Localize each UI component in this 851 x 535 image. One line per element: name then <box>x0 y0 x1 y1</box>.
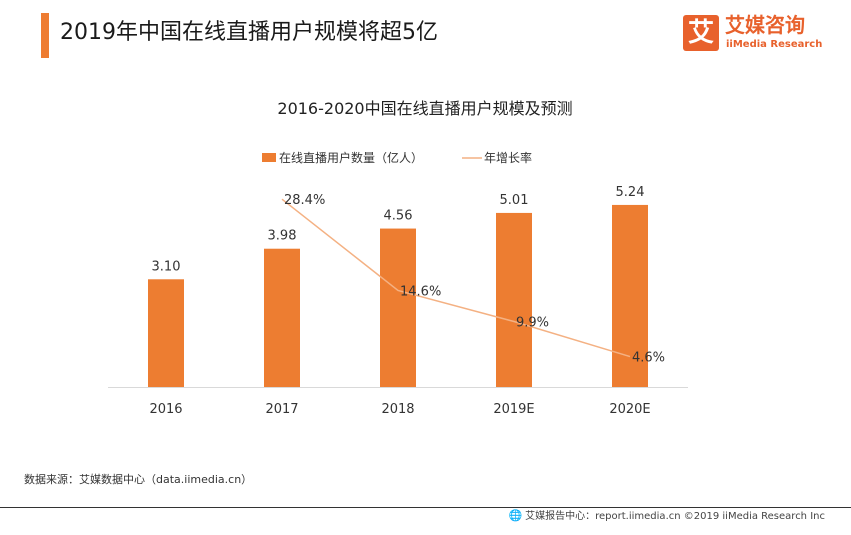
bar-label-2019E: 5.01 <box>500 193 529 208</box>
chart-title: 2016-2020中国在线直播用户规模及预测 <box>277 99 572 118</box>
growth-rate-line <box>281 198 631 358</box>
bar-label-2016: 3.10 <box>152 259 181 274</box>
data-source: 数据来源：艾媒数据中心（data.iimedia.cn） <box>24 473 253 486</box>
x-tick-label-2019E: 2019E <box>493 402 534 417</box>
legend-label-line: 年增长率 <box>484 150 532 165</box>
footer-divider <box>0 507 851 508</box>
legend-swatch-bars <box>262 153 276 162</box>
logo-mark-icon: 艾 <box>683 15 719 51</box>
logo-name-en: iiMedia Research <box>726 39 823 50</box>
growth-label-2017: 28.4% <box>284 193 325 208</box>
x-tick-label-2017: 2017 <box>265 402 298 417</box>
growth-label-2018: 14.6% <box>400 284 441 299</box>
growth-label-2020E: 4.6% <box>632 351 665 366</box>
bar-2017 <box>264 248 300 387</box>
bar-2016 <box>148 279 184 387</box>
growth-label-2019E: 9.9% <box>516 316 549 331</box>
page-title: 2019年中国在线直播用户规模将超5亿 <box>60 20 438 45</box>
bar-2020E <box>612 204 648 387</box>
globe-icon: 🌐 <box>508 509 523 522</box>
bar-2019E <box>496 212 532 387</box>
bar-label-2018: 4.56 <box>384 209 413 224</box>
legend-label-bars: 在线直播用户数量（亿人） <box>279 150 423 165</box>
bar-label-2017: 3.98 <box>268 229 297 244</box>
bar-label-2020E: 5.24 <box>616 185 645 200</box>
iimedia-logo: 艾 艾媒咨询 iiMedia Research <box>683 13 823 55</box>
x-tick-label-2020E: 2020E <box>609 402 650 417</box>
x-tick-label-2018: 2018 <box>381 402 414 417</box>
bar-2018 <box>380 228 416 387</box>
title-accent-bar <box>41 13 49 58</box>
x-tick-label-2016: 2016 <box>149 402 182 417</box>
footer-text: 艾媒报告中心：report.iimedia.cn ©2019 iiMedia R… <box>525 511 825 522</box>
logo-name-cn: 艾媒咨询 <box>725 13 805 37</box>
footer: 🌐 艾媒报告中心：report.iimedia.cn ©2019 iiMedia … <box>508 508 825 525</box>
